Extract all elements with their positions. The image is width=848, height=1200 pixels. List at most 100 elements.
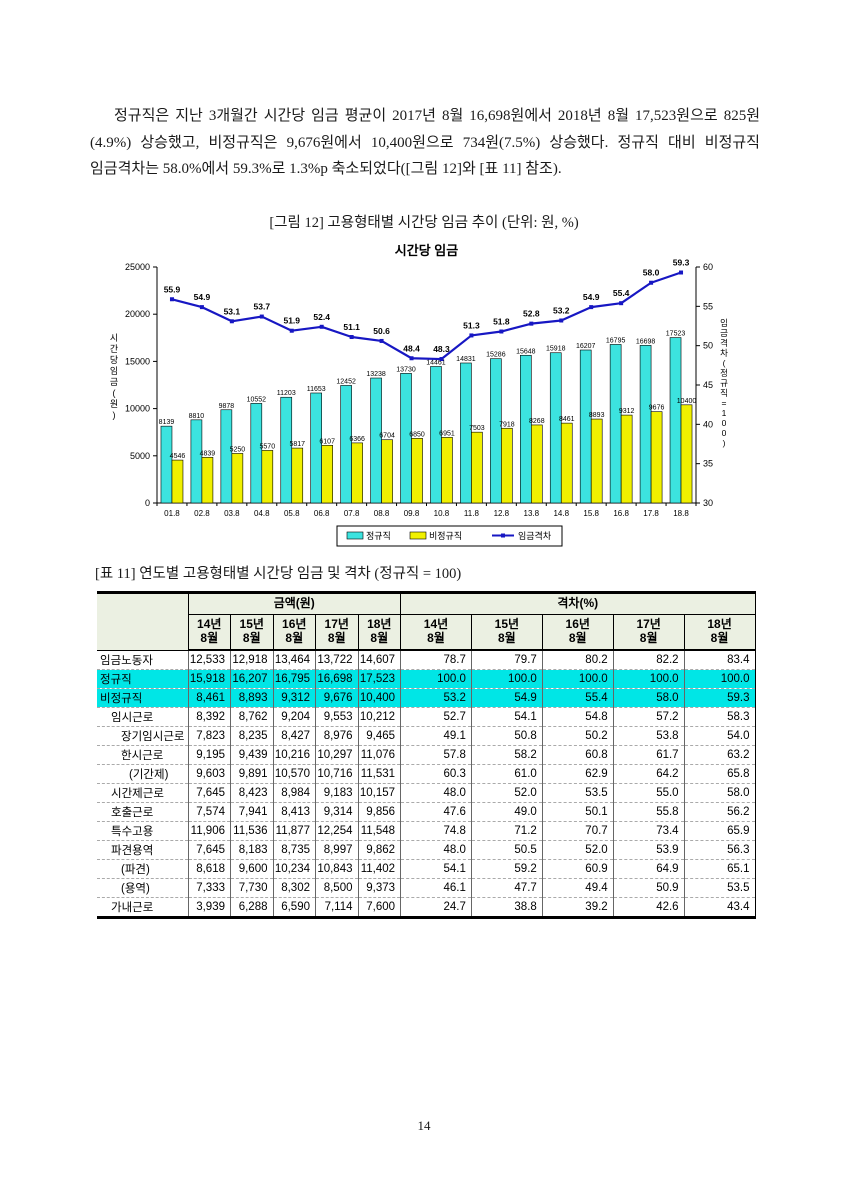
bar-비정규직 — [231, 453, 244, 504]
line-value-label: 48.3 — [433, 344, 450, 354]
gap-cell: 78.7 — [400, 650, 472, 670]
table-row: 시간제근로 7,645 8,423 8,984 9,183 10,157 48.0 52.0 5… — [97, 783, 756, 803]
line-value-label: 53.2 — [553, 305, 570, 315]
corner-header-cell — [97, 592, 189, 651]
line-marker — [679, 270, 684, 275]
money-cell: 16,795 — [272, 669, 316, 689]
money-cell: 9,891 — [230, 764, 273, 784]
bar-비정규직 — [501, 427, 513, 504]
gap-cell: 58.2 — [470, 745, 543, 765]
money-cell: 11,076 — [357, 745, 401, 765]
x-tick-label: 12.8 — [494, 509, 510, 518]
line-value-label: 54.9 — [583, 292, 600, 302]
gap-cell: 83.4 — [683, 650, 756, 670]
gap-cell: 62.9 — [541, 764, 614, 784]
legend-box — [336, 525, 563, 547]
left-axis-title-char: 시 — [110, 333, 118, 343]
gap-cell: 55.8 — [612, 802, 685, 822]
gap-cell: 53.9 — [612, 840, 685, 860]
line-value-label: 52.4 — [313, 312, 330, 322]
money-cell: 8,500 — [315, 878, 358, 898]
bar-비정규직 — [620, 414, 633, 504]
bar-정규직 — [549, 352, 562, 504]
table-row: 임금노동자 12,533 12,918 13,464 13,722 14,607 78.7 7… — [97, 650, 756, 670]
gap-cell: 58.0 — [683, 783, 756, 803]
year-header: 18년 8월 — [683, 614, 756, 651]
gap-cell: 55.4 — [541, 688, 614, 708]
bar-정규직 — [430, 366, 442, 504]
gap-cell: 100.0 — [541, 669, 614, 689]
gap-cell: 59.3 — [683, 688, 756, 708]
body-paragraph: 정규직은 지난 3개월간 시간당 임금 평균이 2017년 8월 16,698원… — [90, 108, 760, 177]
gap-cell: 57.8 — [400, 745, 472, 765]
bar-정규직 — [250, 403, 263, 504]
x-tick-label: 02.8 — [194, 509, 210, 518]
gap-cell: 63.2 — [683, 745, 756, 765]
gap-cell: 53.5 — [541, 783, 614, 803]
left-tick-label: 10000 — [125, 404, 150, 414]
left-axis-title-char: 임 — [110, 365, 118, 376]
bar-정규직 — [160, 425, 173, 504]
money-cell: 9,862 — [357, 840, 401, 860]
row-label: 가내근로 — [97, 897, 188, 918]
x-tick-label: 03.8 — [224, 509, 240, 518]
gap-cell: 64.9 — [612, 859, 685, 879]
bar-value-label: 5570 — [260, 443, 276, 450]
money-cell: 8,302 — [272, 878, 316, 898]
year-header: 18년 8월 — [357, 614, 402, 651]
bar-value-label: 11203 — [277, 390, 296, 397]
line-marker — [379, 338, 384, 343]
gap-cell: 48.0 — [400, 783, 472, 803]
line-marker — [499, 329, 504, 334]
bar-정규직 — [370, 377, 382, 504]
table-row: 특수고용 11,906 11,536 11,877 12,254 11,548 74.8 71… — [97, 821, 756, 841]
right-axis-title-char: = — [722, 398, 727, 408]
line-marker — [319, 324, 324, 329]
left-tick-label: 25000 — [125, 262, 150, 272]
bar-value-label: 6107 — [319, 438, 335, 445]
money-cell: 7,730 — [230, 878, 273, 898]
row-label: 임금노동자 — [100, 654, 153, 667]
bar-value-label: 8893 — [589, 412, 605, 419]
gap-cell: 57.2 — [612, 707, 685, 727]
table-row: 임시근로 8,392 8,762 9,204 9,553 10,212 52.7 54.1 54… — [97, 707, 756, 727]
bar-정규직 — [310, 392, 322, 504]
line-marker — [559, 318, 564, 323]
money-cell: 8,413 — [272, 802, 316, 822]
legend-line-marker — [501, 533, 505, 538]
table-row: (파견) 8,618 9,600 10,234 10,843 11,402 54.1 59.2… — [97, 859, 756, 879]
money-cell: 12,533 — [187, 650, 231, 670]
left-tick-label: 20000 — [125, 309, 150, 319]
bar-비정규직 — [531, 424, 543, 504]
line-marker — [349, 335, 354, 340]
money-cell: 8,735 — [272, 840, 316, 860]
gap-cell: 48.0 — [400, 840, 472, 860]
table-caption: [표 11] 연도별 고용형태별 시간당 임금 및 격차 (정규직 = 100) — [95, 566, 462, 582]
right-axis-title-char: 금 — [720, 328, 728, 338]
gap-cell: 64.2 — [612, 764, 685, 784]
gap-cell: 52.0 — [541, 840, 614, 860]
money-cell: 9,204 — [272, 707, 316, 727]
bar-비정규직 — [441, 437, 453, 504]
line-value-label: 48.4 — [403, 343, 420, 353]
x-tick-label: 08.8 — [374, 509, 390, 518]
right-axis-title-char: 직 — [720, 388, 728, 398]
right-axis-title-char: 격 — [720, 338, 728, 348]
money-cell: 10,400 — [357, 688, 401, 708]
money-cell: 8,183 — [230, 840, 273, 860]
money-cell: 12,918 — [230, 650, 273, 670]
legend-label-irregular: 비정규직 — [429, 531, 462, 541]
gap-cell: 50.2 — [541, 726, 614, 746]
gap-cell: 79.7 — [470, 650, 543, 670]
bar-value-label: 14461 — [426, 359, 446, 366]
left-axis-title-char: 금 — [110, 377, 118, 387]
right-tick-label: 35 — [703, 459, 713, 469]
gap-cell: 54.1 — [470, 707, 543, 727]
money-cell: 9,195 — [187, 745, 231, 765]
year-header: 14년 8월 — [187, 614, 231, 651]
money-cell: 7,941 — [230, 802, 273, 822]
gap-cell: 50.8 — [470, 726, 543, 746]
gap-cell: 59.2 — [470, 859, 543, 879]
line-marker — [199, 305, 204, 310]
line-value-label: 53.7 — [254, 302, 271, 312]
